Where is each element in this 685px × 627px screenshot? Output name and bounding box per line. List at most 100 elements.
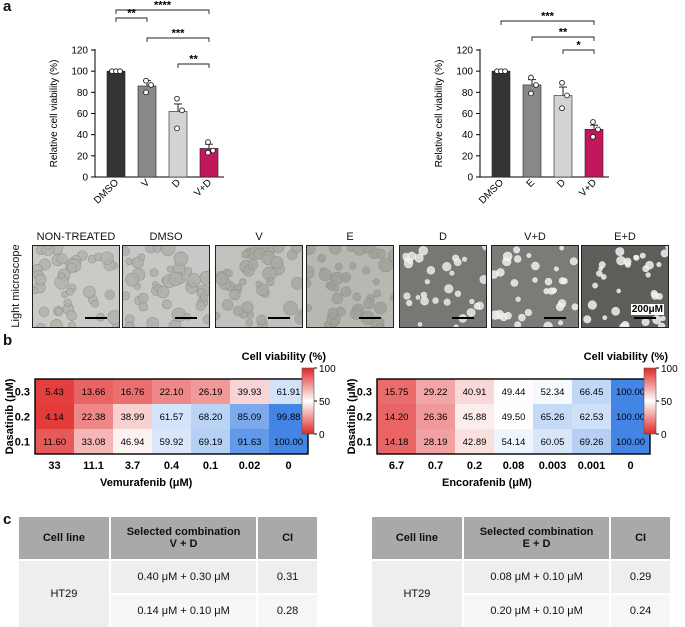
cell-blob [123,291,131,301]
heatmap-col-label: 0.1 [203,460,218,472]
heatmap-value: 13.66 [82,387,106,398]
cell-blob [307,265,315,280]
cell-blob [334,262,343,271]
cell-blob [424,279,430,285]
y-tick-label: 80 [77,88,89,99]
heatmap-value: 61.91 [277,387,301,398]
x-tick-label: E [525,177,538,190]
cell-blob [513,246,521,254]
data-point [590,119,596,125]
cell-blob [510,279,519,287]
cell-blob [514,321,522,327]
cell-blob [372,278,380,285]
cell-blob [241,250,249,259]
y-tick-label: 120 [456,46,473,57]
heatmap-cell [572,429,611,454]
x-tick-label: D [555,177,568,190]
colorbar-tick-label: 50 [319,397,331,408]
heatmap-value: 61.57 [160,412,184,423]
heatmap-value: 26.19 [199,387,223,398]
significance-label: ** [127,8,136,20]
y-tick-label: 100 [71,67,88,78]
bar-chart-vemurafenib: Relative cell viability (%) 0 20 40 60 80 100 1… [49,0,224,206]
microscopy-image [32,245,120,328]
heatmap-cell [416,429,455,454]
cell-blob [515,296,521,302]
cell-blob [598,261,606,269]
cell-blob [225,269,233,278]
heatmap-cell [152,429,191,454]
data-point [564,92,570,99]
data-point [174,95,180,102]
heatmap-row-label: 0.2 [15,412,30,424]
cell-blob [83,285,96,299]
cell-blob [272,246,285,254]
cell-blob [543,321,553,327]
header-selected-combination: Selected combination E + D [462,517,612,560]
data-point [210,147,216,154]
cell-blob [387,249,393,262]
significance-bracket [562,49,595,54]
heatmap-value: 85.09 [238,412,262,423]
heatmap-cell [494,379,533,404]
cell-blob [461,256,468,262]
heatmap-cell [377,404,416,429]
heatmap-col-label: 0.7 [428,460,443,472]
heatmap-cell [455,379,494,404]
cell-blob [420,291,428,299]
cell-blob [555,303,565,312]
microscopy-panel-label: NON-TREATED [36,231,116,243]
heatmap-row-label: 0.2 [357,412,372,424]
significance-label: ** [559,27,568,39]
heatmap-value: 4.14 [45,412,64,423]
cell-blob [454,290,462,297]
y-tick-label: 120 [71,46,88,57]
y-tick-label: 40 [77,130,89,141]
heatmap-value: 11.60 [43,437,66,448]
heatmap-cell [269,404,308,429]
heatmap-cell [74,379,113,404]
header-selected-combination: Selected combination V + D [109,517,259,560]
cell-blob [453,258,462,267]
x-tick-label: DMSO [477,177,506,206]
cell-blob [559,246,564,251]
cell-blob [241,301,254,314]
data-point [590,133,596,140]
cell-blob [418,246,429,256]
data-point [148,82,154,88]
cell-blob [656,261,662,268]
data-point [559,79,565,86]
heatmap-value: 66.45 [580,387,604,398]
cell-blob [417,322,423,327]
cell-blob [407,258,413,264]
cell-blob [307,304,312,312]
cell-blob [66,262,77,274]
microscopy-panel-label: E [346,231,354,243]
header-combination-label: Selected combination [126,526,241,538]
cell-blob [596,270,603,277]
microscopy-panel-label: D [439,231,447,243]
colorbar [301,367,315,435]
panel-letter-b: b [3,332,13,349]
microscopy-panel-label: E+D [614,231,636,243]
heatmap-col-label: 0.2 [467,460,482,472]
cell-blob [611,306,620,316]
heatmap-row-label: 0.1 [357,437,372,449]
heatmap-value: 40.91 [463,387,487,398]
cell-blob [453,324,459,327]
heatmap-col-label: 0 [627,460,633,472]
cell-blob [616,288,622,294]
y-tick-label: 60 [462,109,474,120]
data-point [174,125,180,132]
heatmap-cell [35,404,74,429]
heatmap-col-label: 11.1 [83,460,104,472]
microscopy-panel-label: V [255,231,263,243]
cell-blob [68,321,76,327]
significance-label: **** [154,0,172,12]
cell-blob [532,277,538,283]
microscopy-panel-label: V+D [524,231,546,243]
cell-blob [50,319,63,327]
x-tick-label: D [170,177,183,190]
header-cell-line: Cell line [19,517,111,560]
cell-blob [660,315,666,321]
